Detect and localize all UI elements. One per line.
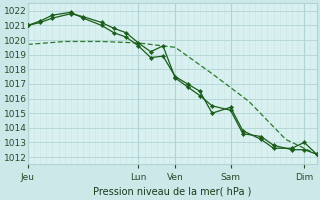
X-axis label: Pression niveau de la mer( hPa ): Pression niveau de la mer( hPa ) [93, 187, 252, 197]
